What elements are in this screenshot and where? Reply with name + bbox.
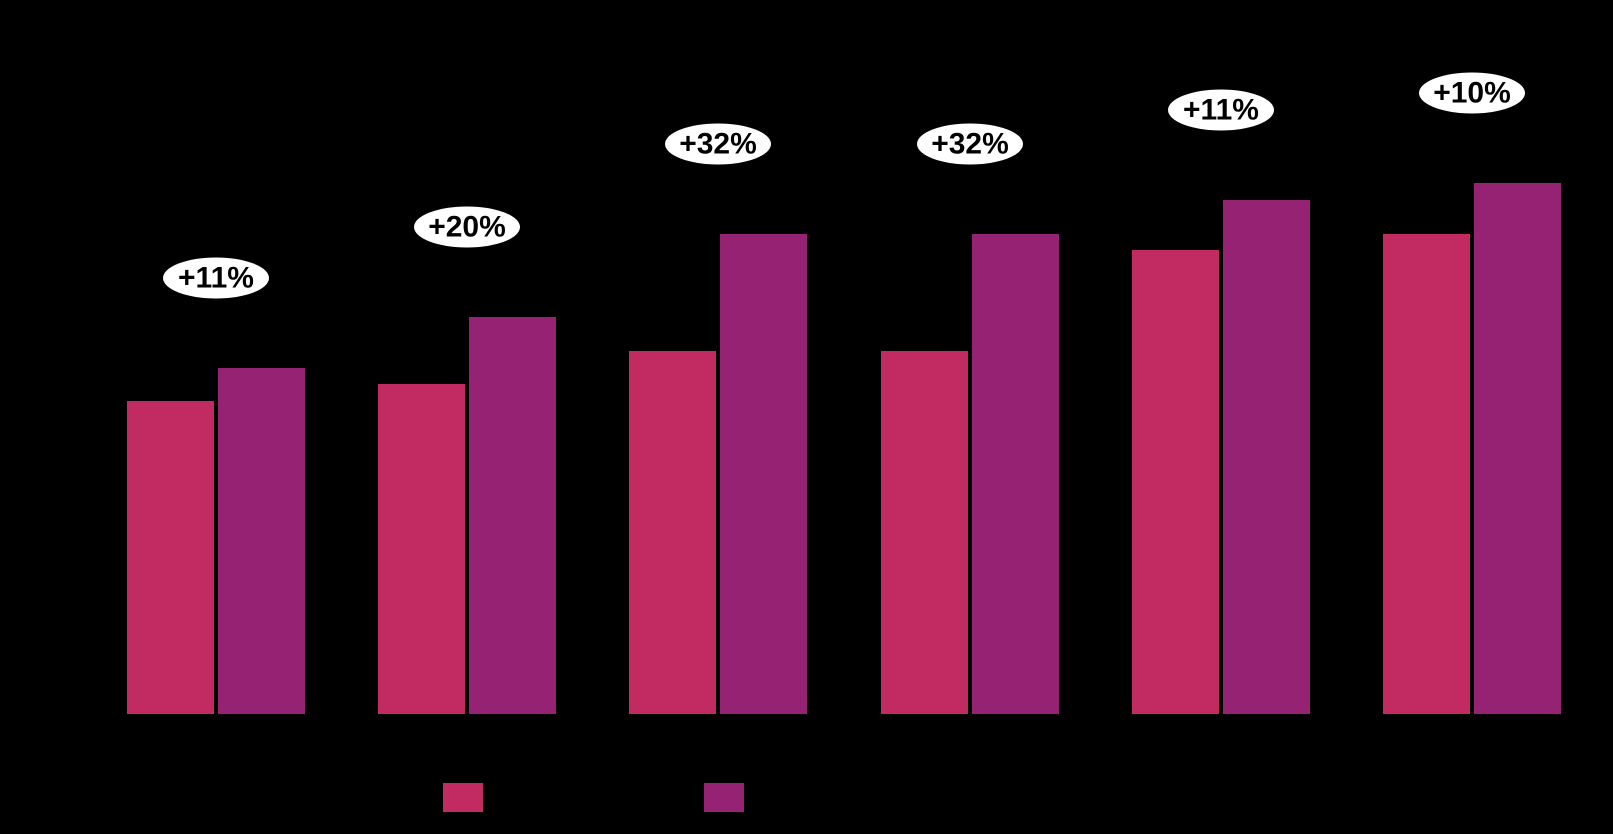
bar-series-1-group4 (881, 351, 968, 714)
bar-series-2-group2 (469, 317, 556, 714)
bar-series-1-group3 (629, 351, 716, 714)
growth-badge-group1: +11% (163, 257, 269, 299)
bar-series-2-group6 (1474, 183, 1561, 714)
growth-badge-group5: +11% (1168, 89, 1274, 131)
bar-series-2-group3 (720, 234, 807, 714)
bar-series-2-group4 (972, 234, 1059, 714)
bar-series-2-group5 (1223, 200, 1310, 714)
bar-series-1-group1 (127, 401, 214, 714)
bar-series-1-group6 (1383, 234, 1470, 714)
bar-series-1-group5 (1132, 250, 1219, 714)
growth-badge-group3: +32% (665, 123, 771, 165)
bar-series-1-group2 (378, 384, 465, 714)
growth-badge-group4: +32% (917, 123, 1023, 165)
bar-series-2-group1 (218, 368, 305, 714)
growth-badge-group2: +20% (414, 206, 520, 248)
growth-badge-group6: +10% (1419, 72, 1525, 114)
